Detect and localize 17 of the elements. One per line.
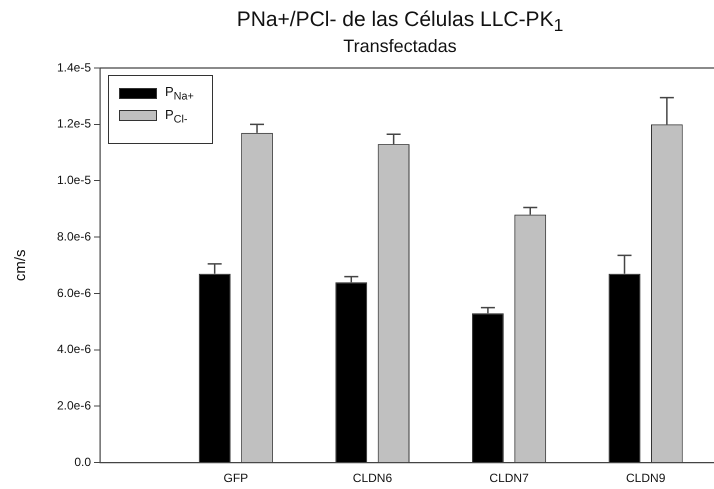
- y-tick-label: 2.0e-6: [56, 398, 92, 413]
- x-tick-label: GFP: [224, 471, 248, 486]
- legend-label: P$_{Na+}$: [165, 84, 194, 103]
- y-tick-label: 1.2e-5: [56, 116, 92, 131]
- y-axis-title: cm/s: [12, 249, 30, 282]
- x-tick-label: CLDN6: [352, 471, 392, 486]
- x-tick-label: CLDN9: [626, 471, 666, 486]
- chart-title: PNa+/PCl- de las Células LLC-PK$_{1}$: [236, 8, 564, 36]
- chart-subtitle: Transfectadas: [342, 36, 458, 58]
- x-tick-label: CLDN7: [489, 471, 530, 486]
- y-tick-label: 8.0e-6: [56, 229, 92, 244]
- y-tick-label: 1.0e-5: [56, 173, 92, 188]
- y-tick-label: 0.0: [74, 454, 92, 469]
- legend-label: P$_{Cl-}$: [165, 106, 188, 126]
- y-tick-label: 4.0e-6: [56, 342, 92, 356]
- y-tick-label: 6.0e-6: [56, 286, 92, 300]
- y-tick-label: 1.4e-5: [56, 60, 92, 74]
